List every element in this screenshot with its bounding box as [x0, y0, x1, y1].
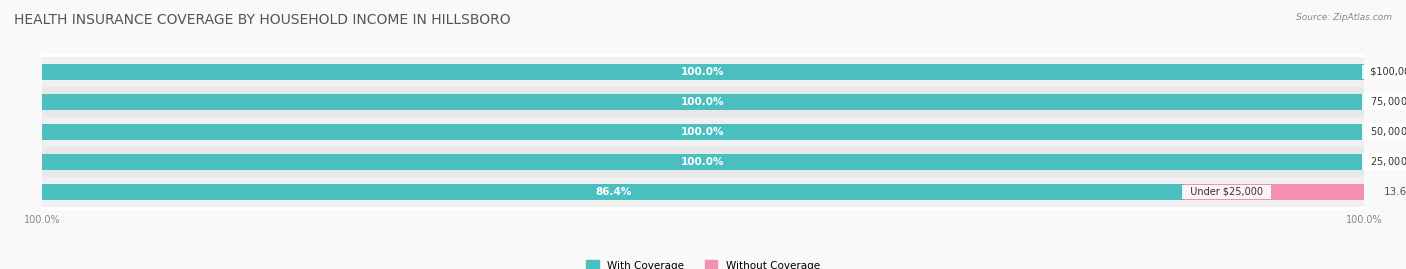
Text: 86.4%: 86.4%	[595, 187, 631, 197]
Bar	[42, 117, 1364, 147]
Bar	[42, 63, 1364, 80]
Text: $75,000 to $99,999: $75,000 to $99,999	[1364, 95, 1406, 108]
Bar	[1364, 154, 1406, 170]
Text: $100,000 and over: $100,000 and over	[1364, 67, 1406, 77]
Text: 13.6%: 13.6%	[1384, 187, 1406, 197]
Bar	[42, 94, 1364, 110]
Text: 100.0%: 100.0%	[682, 157, 724, 167]
Text: HEALTH INSURANCE COVERAGE BY HOUSEHOLD INCOME IN HILLSBORO: HEALTH INSURANCE COVERAGE BY HOUSEHOLD I…	[14, 13, 510, 27]
Text: $50,000 to $74,999: $50,000 to $74,999	[1364, 125, 1406, 138]
Text: 100.0%: 100.0%	[682, 67, 724, 77]
Text: 100.0%: 100.0%	[682, 127, 724, 137]
Text: Source: ZipAtlas.com: Source: ZipAtlas.com	[1296, 13, 1392, 22]
Text: 100.0%: 100.0%	[682, 97, 724, 107]
Bar	[42, 87, 1364, 117]
Bar	[42, 183, 1184, 200]
Text: $25,000 to $49,999: $25,000 to $49,999	[1364, 155, 1406, 168]
Legend: With Coverage, Without Coverage: With Coverage, Without Coverage	[582, 256, 824, 269]
Bar	[1364, 63, 1406, 80]
Bar	[42, 57, 1364, 87]
Bar	[42, 147, 1364, 177]
Text: Under $25,000: Under $25,000	[1184, 187, 1270, 197]
Bar	[42, 123, 1364, 140]
Bar	[1184, 183, 1364, 200]
Bar	[42, 177, 1364, 207]
Bar	[1364, 94, 1406, 110]
Bar	[1364, 123, 1406, 140]
Bar	[42, 154, 1364, 170]
